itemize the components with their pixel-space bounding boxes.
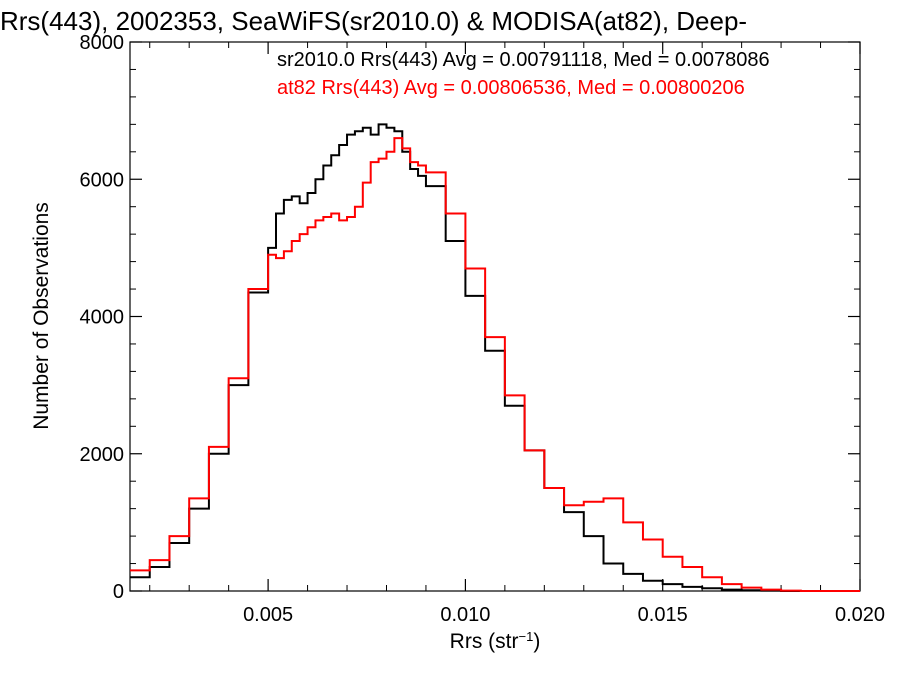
x-axis: 0.005 0.010 0.015 0.020 (149, 42, 885, 626)
series-annotation-at82: at82 Rrs(443) Avg = 0.00806536, Med = 0.… (277, 77, 745, 99)
y-axis-label: Number of Observations (30, 202, 53, 430)
x-tick-label: 0.010 (440, 604, 490, 626)
y-tick-label: 8000 (80, 32, 125, 54)
x-tick-label: 0.015 (638, 604, 688, 626)
y-tick-label: 0 (113, 581, 124, 603)
plot-area (129, 41, 861, 592)
y-tick-label: 4000 (80, 307, 125, 329)
series-layer (130, 123, 860, 592)
series-line-at82 (130, 137, 860, 592)
y-axis: 0 2000 4000 6000 8000 (80, 32, 860, 603)
x-axis-label-sup: −1 (519, 629, 534, 644)
chart-title: Rrs(443), 2002353, SeaWiFS(sr2010.0) & M… (0, 6, 747, 36)
series-annotation-sr2010: sr2010.0 Rrs(443) Avg = 0.00791118, Med … (277, 49, 770, 71)
series-line-sr2010 (130, 123, 860, 592)
x-axis-label: Rrs (str−1) (450, 629, 541, 654)
x-tick-label: 0.020 (835, 604, 885, 626)
x-axis-label-main: Rrs (str (450, 630, 519, 653)
x-axis-label-close: ) (533, 630, 540, 653)
x-tick-label: 0.005 (243, 604, 293, 626)
y-tick-label: 6000 (80, 169, 125, 191)
y-tick-label: 2000 (80, 444, 125, 466)
plot-frame (129, 41, 861, 592)
